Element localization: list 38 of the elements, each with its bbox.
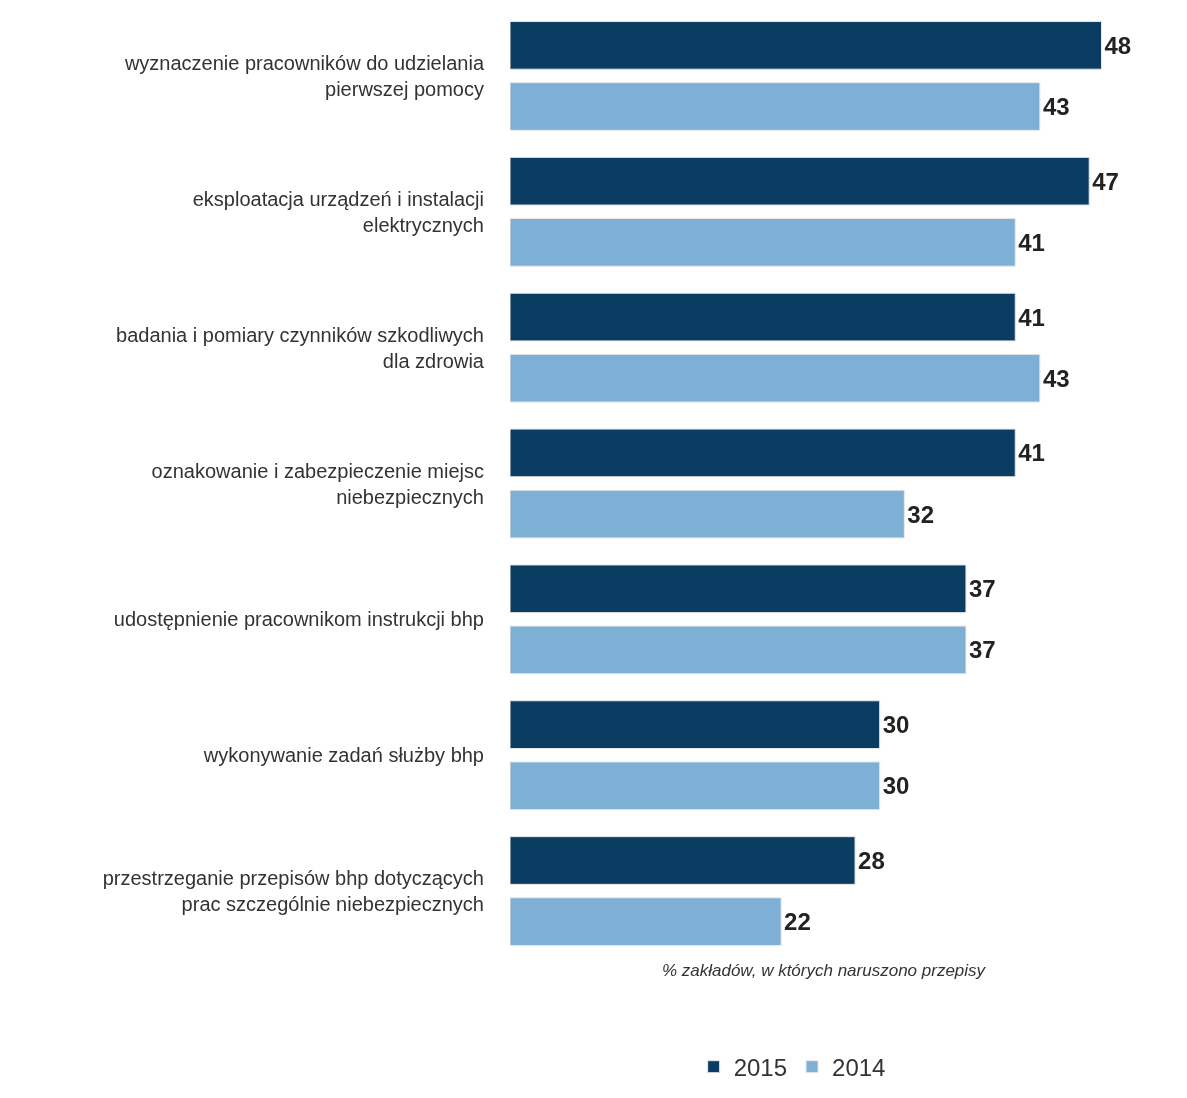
bar	[510, 428, 1016, 478]
x-axis-title: % zakładów, w których naruszono przepisy	[661, 961, 987, 981]
bar	[510, 292, 1016, 342]
data-label: 37	[968, 575, 996, 603]
data-label: 48	[1104, 31, 1132, 59]
bar	[510, 353, 1041, 403]
data-label: 43	[1042, 93, 1070, 120]
bar	[510, 564, 967, 614]
bar	[510, 489, 905, 539]
data-label: 41	[1018, 228, 1045, 256]
y-tick-label: oznakowanie i zabezpieczenie miejsc niebezpiecznych	[151, 459, 484, 508]
bar	[510, 761, 881, 811]
y-tick-label: przestrzeganie przepisów bhp dotyczących prac szczególnie niebezpiecznych	[102, 867, 484, 916]
bar	[510, 700, 881, 749]
data-label: 22	[784, 908, 811, 936]
data-label: 32	[907, 500, 935, 528]
legend-label: 2014	[832, 1054, 886, 1082]
y-tick-label: wyznaczenie pracowników do udzielania pierwszej pomocy	[123, 51, 485, 100]
data-label: 30	[882, 711, 910, 739]
bar	[510, 82, 1041, 131]
data-label: 41	[1018, 303, 1045, 331]
data-label: 37	[968, 636, 996, 664]
bar	[510, 625, 967, 675]
y-tick-label: wykonywanie zadań służby bhp	[202, 744, 484, 767]
legend-label: 2015	[733, 1054, 788, 1082]
bar	[510, 218, 1016, 267]
bar	[510, 156, 1090, 206]
data-label: 43	[1042, 364, 1070, 392]
bar	[510, 836, 856, 885]
bar	[510, 897, 782, 946]
data-label: 47	[1092, 167, 1119, 195]
y-tick-label: badania i pomiary czynników szkodliwych dla zdrowia	[116, 323, 485, 372]
y-tick-label: udostępnienie pracownikom instrukcji bhp	[113, 608, 484, 631]
bar	[510, 21, 1103, 70]
y-tick-label: eksploatacja urządzeń i instalacji elektrycznych	[192, 187, 484, 236]
data-label: 41	[1018, 439, 1045, 467]
data-label: 30	[882, 772, 910, 800]
data-label: 28	[858, 847, 885, 875]
